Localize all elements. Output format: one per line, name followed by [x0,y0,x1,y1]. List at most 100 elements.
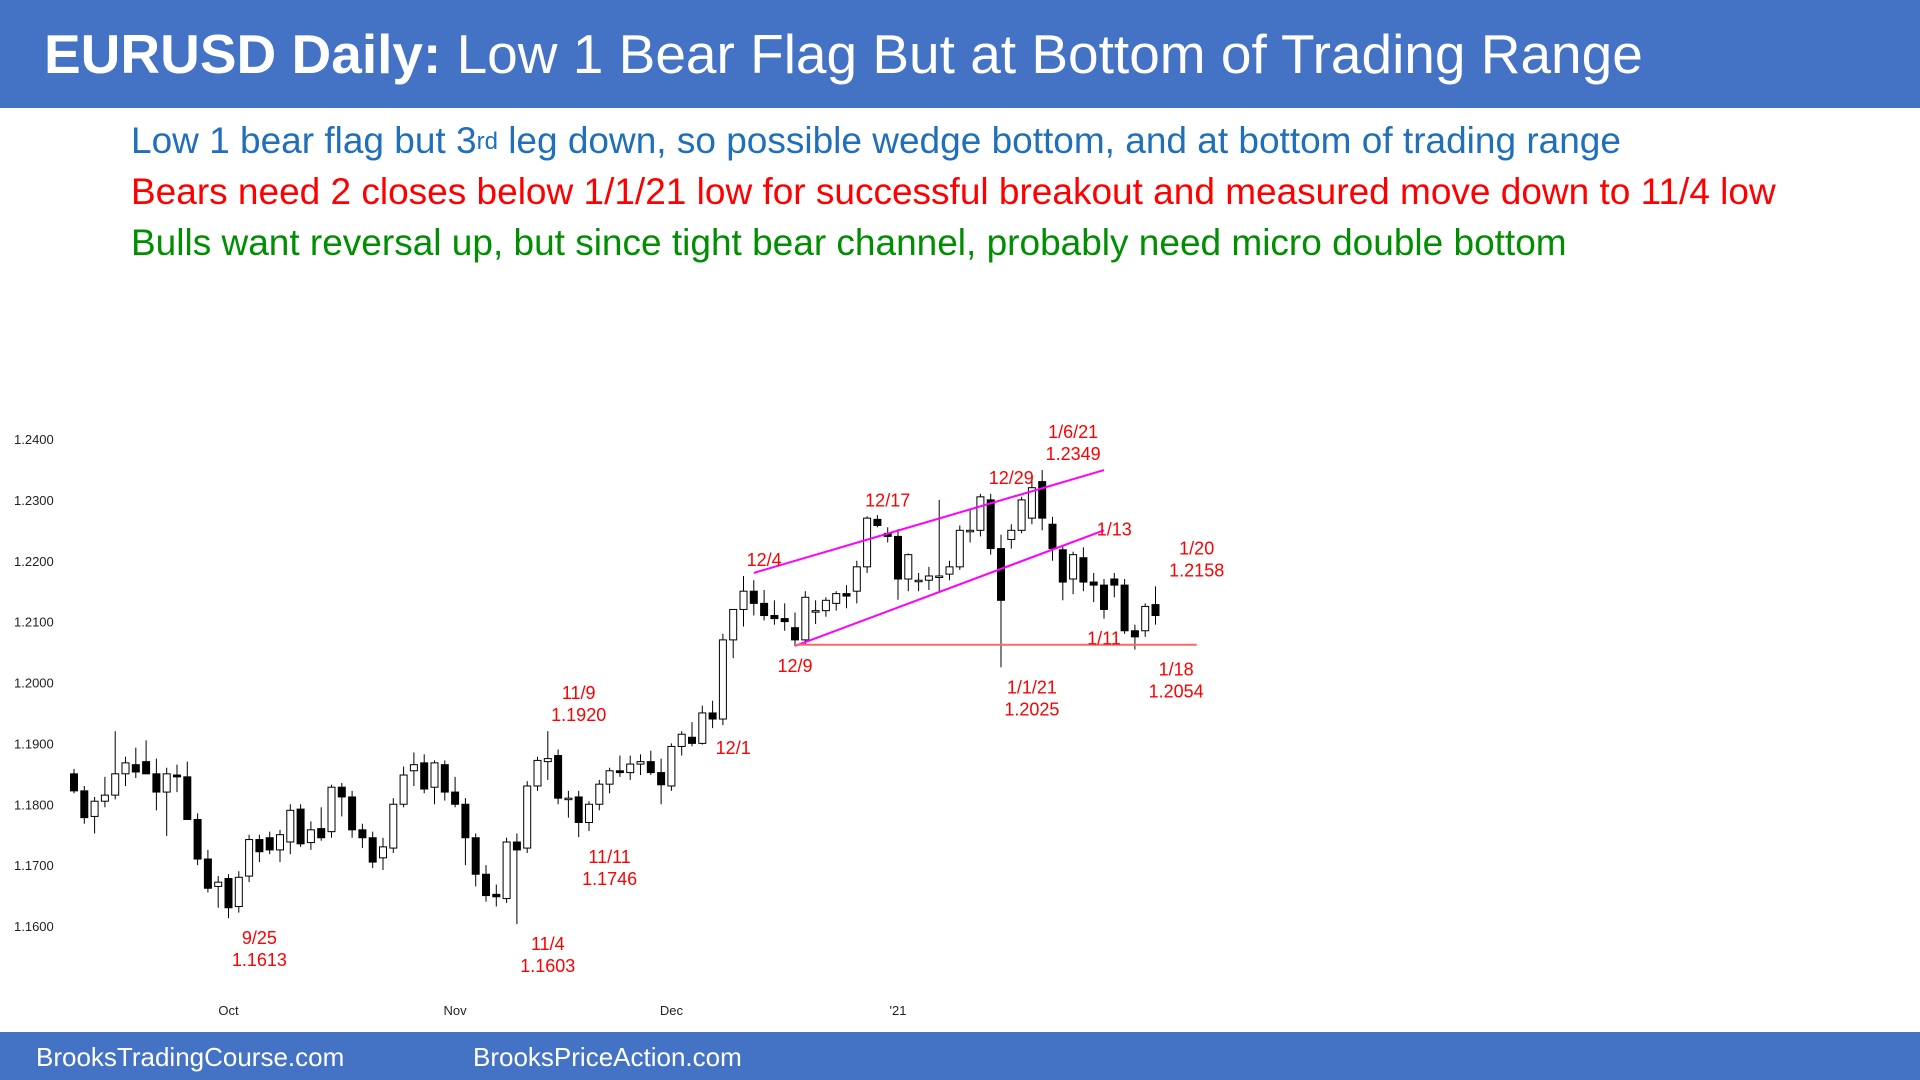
bear-candle [1100,584,1108,610]
annotation-date: 1/13 [1097,520,1132,540]
annotation-price: 1.2158 [1169,560,1224,580]
bull-candle [533,759,542,787]
bear-candle [615,770,624,774]
bull-candle [286,809,295,843]
annotation-date: 11/11 [588,847,630,867]
bear-candle [265,837,274,851]
annotation-date: 12/4 [747,550,782,570]
bull-candle [832,593,841,604]
bull-candle [626,763,635,774]
y-tick-label: 1.1900 [14,736,54,751]
annotation-date: 12/29 [989,468,1034,488]
commentary-line-2: Bears need 2 closes below 1/1/21 low for… [131,171,1776,212]
bull-candle [811,610,820,613]
price-chart: 1.2400 1.2300 1.2200 1.2100 1.2000 1.1900 1.18… [14,422,1224,1018]
bear-candle [688,736,696,744]
bear-candle [873,518,882,526]
bull-candle [327,786,336,833]
bull-candle [852,566,861,592]
footer-bar: BrooksTradingCourse.com BrooksPriceActio… [0,1032,1920,1080]
y-tick-label: 1.2300 [14,493,54,508]
bear-candle [142,761,151,775]
x-tick-label: Oct [218,1003,239,1018]
bear-candle [554,755,563,799]
y-tick-label: 1.2100 [14,615,54,630]
annotation-price: 1.1746 [582,869,637,889]
bear-candle [420,762,429,790]
bear-candle [337,786,346,798]
bull-candle [564,797,573,801]
y-tick-label: 1.2400 [14,432,54,447]
bull-candle [935,575,944,578]
bull-candle [1017,499,1026,531]
title-instrument: EURUSD Daily: [44,23,442,85]
slide-title: EURUSD Daily: Low 1 Bear Flag But at Bot… [44,22,1643,86]
x-tick-label: '21 [890,1003,907,1018]
annotation-date: 1/20 [1179,538,1214,558]
bear-candle [1089,581,1098,586]
bear-candle [842,593,851,597]
bull-candle [636,761,645,765]
bear-candle [1130,630,1139,638]
bull-candle [739,590,748,610]
bull-candle [1141,605,1150,632]
x-tick-label: Dec [660,1003,684,1018]
annotation-date: 11/9 [562,683,596,703]
bull-candle [667,745,676,787]
annotation-price: 1.1920 [551,705,606,725]
bear-candle [255,839,264,853]
bear-candle [1079,557,1088,583]
title-bar: EURUSD Daily: Low 1 Bear Flag But at Bot… [0,0,1920,108]
bear-candle [482,873,490,897]
y-tick-label: 1.1800 [14,797,54,812]
bear-candle [368,837,377,863]
bull-candle [863,517,872,568]
bull-candle [605,770,614,785]
bear-candle [708,712,717,720]
bear-candle [317,828,326,839]
bull-candle [523,785,532,849]
channel-lower-line [794,529,1105,647]
annotation-date: 1/11 [1087,629,1121,649]
bear-candle [657,772,666,786]
bear-candle [131,764,140,773]
bull-candle [966,529,975,533]
footer-right-site: BrooksPriceAction.com [473,1042,742,1072]
bull-candle [502,841,511,900]
bull-candle [430,762,439,788]
bull-candle [698,712,707,744]
bull-candle [162,773,171,793]
y-tick-label: 1.1700 [14,858,54,873]
bull-candle [100,794,109,802]
bear-candle [1048,523,1057,550]
bear-candle [70,773,78,792]
bull-candle [924,575,933,581]
annotation-price: 1.2349 [1046,444,1101,464]
bear-candle [224,878,233,909]
bull-candle [245,839,254,877]
y-tick-label: 1.2200 [14,554,54,569]
bull-candle [399,774,408,805]
annotation-date: 9/25 [242,928,277,948]
bear-candle [348,796,357,831]
bear-candle [193,818,202,860]
bull-candle [976,496,985,531]
title-headline: Low 1 Bear Flag But at Bottom of Trading… [441,23,1643,85]
bull-candle [214,881,223,887]
bear-candle [203,858,212,889]
commentary-line-3: Bulls want reversal up, but since tight … [131,222,1567,263]
annotation-date: 12/17 [865,490,910,510]
bull-candle [121,762,130,775]
bull-candle [595,783,604,805]
bull-candle [945,566,954,575]
bear-candle [1038,481,1047,519]
annotation-price: 1.1603 [520,956,575,976]
bull-candle [306,829,315,844]
commentary-line-1-pre: Low 1 bear flag but 3 [131,120,477,161]
bull-candle [90,800,99,817]
annotation-date: 1/1/21 [1007,677,1057,697]
bear-candle [791,627,799,641]
annotation-price: 1.1613 [232,950,287,970]
commentary-line-1-sup: rd [476,128,498,155]
bear-candle [894,535,902,580]
